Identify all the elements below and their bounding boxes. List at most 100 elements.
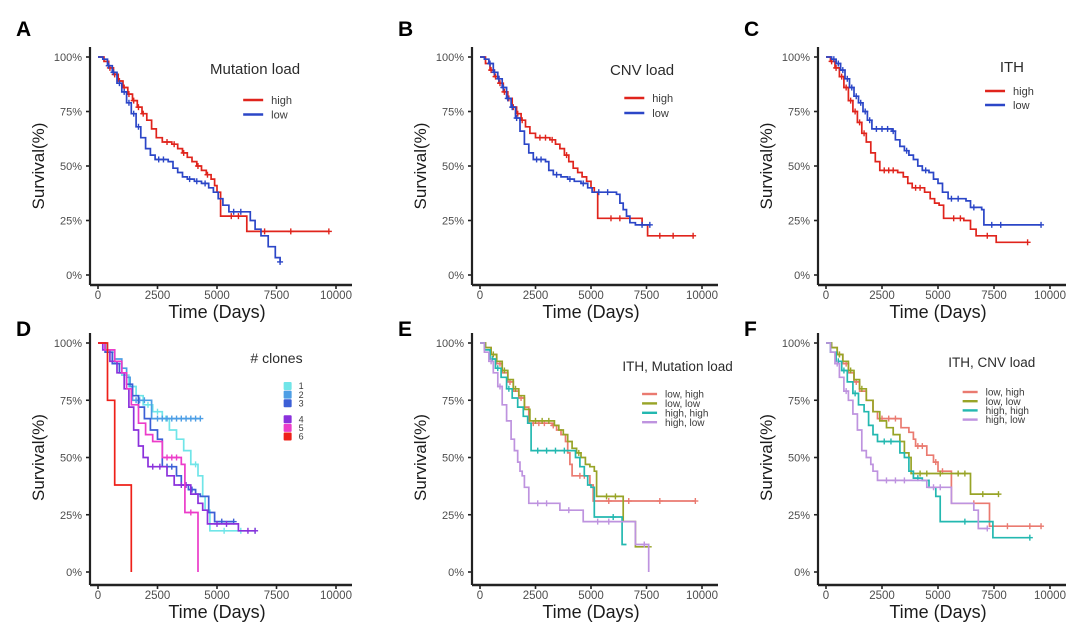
- y-tick-label: 0%: [448, 567, 464, 579]
- y-tick-label: 75%: [788, 107, 810, 119]
- y-axis-title: Survival(%): [411, 414, 430, 501]
- km-curve-3: [98, 342, 234, 523]
- legend-swatch: [283, 390, 292, 399]
- x-tick-label: 7500: [981, 290, 1007, 302]
- x-tick-label: 0: [823, 590, 829, 602]
- panel-letter: B: [398, 18, 414, 41]
- x-tick-label: 2500: [523, 290, 549, 302]
- legend-entry-label: low: [1013, 100, 1030, 112]
- y-tick-label: 50%: [788, 453, 810, 465]
- legend-title: Mutation load: [210, 61, 300, 78]
- x-tick-label: 2500: [869, 590, 895, 602]
- x-tick-label: 2500: [145, 590, 171, 602]
- legend-entry-label: low: [652, 108, 669, 120]
- panel-A: A 0 2500 5000 7500 10000 0% 25% 50% 75% 100% Time (…: [10, 4, 366, 322]
- legend-entry-label: high, high: [665, 408, 708, 419]
- legend-title: CNV load: [610, 62, 674, 79]
- y-tick-label: 100%: [54, 52, 82, 64]
- legend-title: ITH: [1000, 59, 1024, 76]
- panel-F: F 0 2500 5000 7500 10000 0% 25% 50% 75% 100% Time (…: [738, 308, 1080, 622]
- km-curve-low-low: [826, 342, 999, 495]
- km-curve-5: [98, 342, 199, 572]
- legend-entry-label: 6: [299, 432, 304, 442]
- legend-title: ITH, Mutation load: [622, 359, 732, 374]
- panel-letter: F: [744, 318, 757, 341]
- km-curve-high: [98, 56, 329, 233]
- panel-letter: E: [398, 318, 413, 341]
- legend-entry-label: low, high: [665, 390, 704, 401]
- x-tick-label: 7500: [981, 590, 1007, 602]
- y-tick-label: 50%: [442, 161, 464, 173]
- legend-swatch: [283, 423, 292, 432]
- y-axis-title: Survival(%): [29, 414, 48, 501]
- y-tick-label: 50%: [60, 453, 82, 465]
- x-tick-label: 5000: [578, 590, 604, 602]
- km-curve-low: [480, 56, 650, 226]
- legend-entry-label: low, low: [986, 397, 1022, 408]
- x-tick-label: 0: [95, 290, 101, 302]
- panel-letter: A: [16, 18, 32, 41]
- y-axis-title: Survival(%): [29, 123, 48, 210]
- km-curve-low-low: [480, 342, 649, 548]
- y-tick-label: 50%: [60, 161, 82, 173]
- x-tick-label: 2500: [523, 590, 549, 602]
- x-tick-label: 0: [477, 590, 483, 602]
- legend-title: ITH, CNV load: [948, 355, 1035, 370]
- km-curve-high-high: [826, 342, 1030, 539]
- x-tick-label: 5000: [578, 290, 604, 302]
- legend-entry-label: low: [271, 109, 288, 121]
- y-tick-label: 25%: [442, 216, 464, 228]
- y-tick-label: 75%: [442, 107, 464, 119]
- y-tick-label: 100%: [436, 52, 464, 64]
- x-axis-title: Time (Days): [542, 302, 639, 322]
- x-tick-label: 10000: [320, 290, 352, 302]
- legend-entry-label: 2: [299, 390, 304, 400]
- y-tick-label: 50%: [442, 453, 464, 465]
- panel-E: E 0 2500 5000 7500 10000 0% 25% 50% 75% 100% Time (…: [392, 308, 733, 622]
- x-tick-label: 0: [477, 290, 483, 302]
- legend-entry-label: low, low: [665, 399, 701, 410]
- y-tick-label: 100%: [782, 52, 810, 64]
- x-tick-label: 5000: [204, 290, 230, 302]
- km-curve-high-high: [480, 342, 627, 546]
- legend-entry-label: low, high: [986, 388, 1025, 399]
- km-curve-4: [98, 342, 256, 532]
- km-curve-2: [98, 342, 201, 420]
- x-tick-label: 7500: [634, 290, 660, 302]
- x-axis-title: Time (Days): [889, 602, 986, 622]
- legend-entry-label: high: [1013, 86, 1034, 98]
- y-tick-label: 50%: [788, 161, 810, 173]
- x-tick-label: 2500: [145, 290, 171, 302]
- x-tick-label: 10000: [686, 290, 718, 302]
- x-tick-label: 7500: [264, 290, 290, 302]
- x-tick-label: 5000: [925, 590, 951, 602]
- y-tick-label: 100%: [54, 338, 82, 350]
- legend-entry-label: 1: [299, 381, 304, 391]
- km-curve-high: [826, 56, 1028, 244]
- y-axis-title: Survival(%): [757, 414, 776, 501]
- y-tick-label: 25%: [60, 216, 82, 228]
- y-tick-label: 0%: [66, 270, 82, 282]
- y-tick-label: 75%: [60, 395, 82, 407]
- x-tick-label: 10000: [320, 590, 352, 602]
- panel-C: C 0 2500 5000 7500 10000 0% 25% 50% 75% 100% Time (…: [738, 4, 1080, 322]
- y-tick-label: 0%: [66, 567, 82, 579]
- x-tick-label: 7500: [264, 590, 290, 602]
- x-tick-label: 0: [823, 290, 829, 302]
- km-plot-A: 0 2500 5000 7500 10000 0% 25% 50% 75% 100% Time (D…: [29, 47, 352, 322]
- y-tick-label: 25%: [788, 216, 810, 228]
- y-tick-label: 25%: [442, 510, 464, 522]
- legend-title: # clones: [250, 350, 302, 366]
- legend-swatch: [283, 415, 292, 424]
- panel-letter: D: [16, 318, 32, 341]
- y-axis-title: Survival(%): [411, 123, 430, 210]
- y-tick-label: 75%: [788, 395, 810, 407]
- y-tick-label: 0%: [448, 270, 464, 282]
- panel-D: D 0 2500 5000 7500 10000 0% 25% 50% 75% 100% Time (…: [10, 308, 366, 622]
- legend-entry-label: 4: [299, 415, 304, 425]
- x-tick-label: 5000: [204, 590, 230, 602]
- x-tick-label: 0: [95, 590, 101, 602]
- x-tick-label: 10000: [1034, 290, 1066, 302]
- legend-swatch: [283, 432, 292, 441]
